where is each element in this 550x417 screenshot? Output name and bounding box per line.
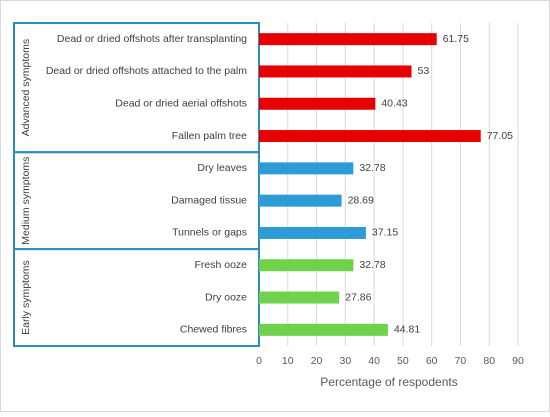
x-tick-label-50: 50	[397, 355, 409, 367]
value-label-2: 40.43	[381, 98, 407, 110]
value-label-4: 32.78	[359, 162, 385, 174]
group-label-0: Advanced symptoms	[20, 39, 32, 136]
x-tick-label-40: 40	[368, 355, 380, 367]
category-label-8: Dry ooze	[205, 291, 247, 303]
bar-1	[259, 65, 412, 78]
group-label-1: Medium symptoms	[20, 157, 32, 245]
value-label-5: 28.69	[348, 194, 374, 206]
x-tick-label-90: 90	[512, 355, 524, 367]
x-tick-label-70: 70	[455, 355, 467, 367]
bar-3	[259, 130, 481, 143]
bar-5	[259, 194, 342, 207]
value-label-7: 32.78	[359, 259, 385, 271]
value-label-3: 77.05	[487, 130, 513, 142]
value-label-8: 27.86	[345, 291, 371, 303]
value-label-0: 61.75	[443, 33, 469, 45]
bar-0	[259, 33, 437, 46]
bar-8	[259, 291, 340, 304]
x-tick-label-80: 80	[483, 355, 495, 367]
group-frame-layer	[13, 22, 260, 348]
x-tick-label-30: 30	[339, 355, 351, 367]
x-tick-label-10: 10	[282, 355, 294, 367]
bar-2	[259, 97, 376, 110]
category-label-6: Tunnels or gaps	[172, 227, 247, 239]
category-label-2: Dead or dried aerial offshots	[115, 98, 247, 110]
value-label-1: 53	[418, 65, 430, 77]
group-label-2: Early symptoms	[20, 260, 32, 335]
bar-layer	[259, 33, 481, 336]
value-label-6: 37.15	[372, 227, 398, 239]
category-label-9: Chewed fibres	[180, 324, 247, 336]
bar-9	[259, 323, 388, 336]
category-label-1: Dead or dried offshots attached to the p…	[46, 65, 247, 77]
category-label-5: Damaged tissue	[171, 194, 247, 206]
x-tick-label-20: 20	[311, 355, 323, 367]
bar-6	[259, 226, 366, 239]
category-label-4: Dry leaves	[197, 162, 247, 174]
bar-4	[259, 162, 354, 175]
category-label-0: Dead or dried offshots after transplanti…	[57, 33, 247, 45]
x-tick-label-0: 0	[256, 355, 262, 367]
bar-7	[259, 259, 354, 272]
x-axis-title: Percentage of respodents	[320, 375, 457, 389]
x-tick-label-60: 60	[426, 355, 438, 367]
label-layer: 0 10 20 30 40 50 60 70 80 90 Advanced symptoms Medi…	[20, 33, 524, 367]
category-label-7: Fresh ooze	[194, 259, 247, 271]
value-label-9: 44.81	[394, 324, 420, 336]
category-label-3: Fallen palm tree	[172, 130, 247, 142]
